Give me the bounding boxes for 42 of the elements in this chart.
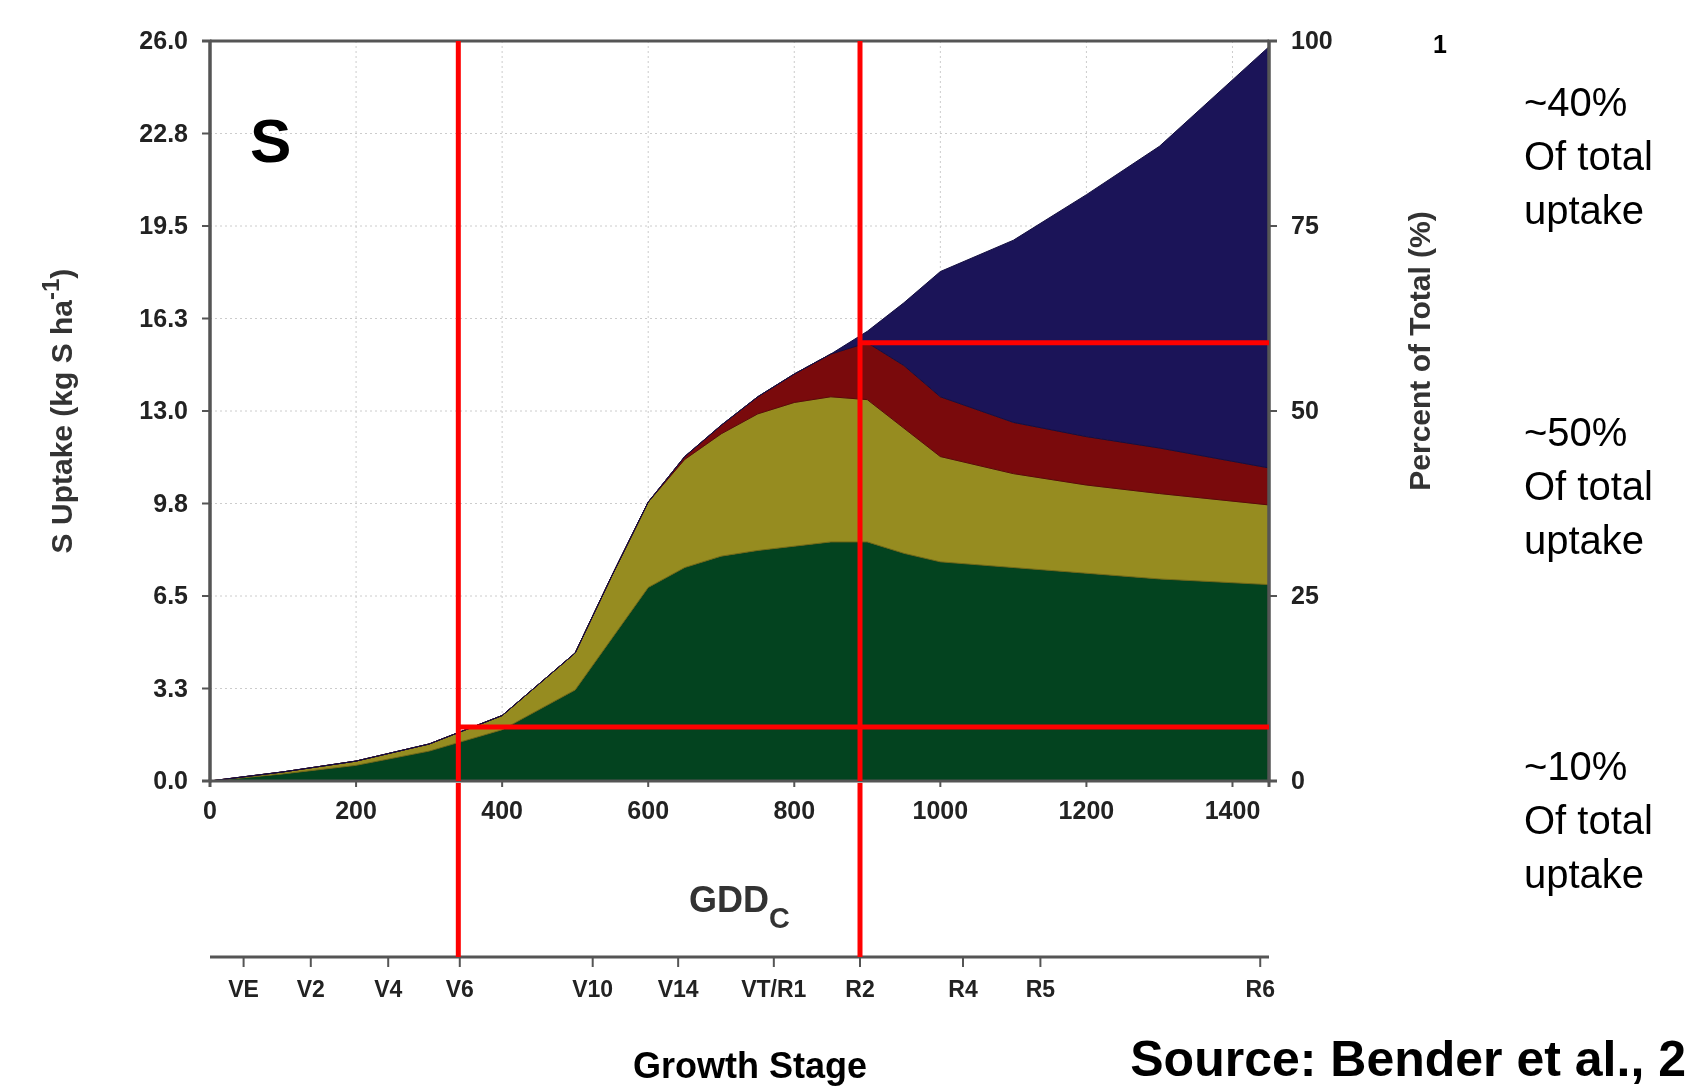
x-tick-label: 400 [481,795,523,824]
y-tick-label: 6.5 [153,581,189,609]
text: V2 [296,976,325,1002]
y-tick-label: 0.0 [153,766,188,794]
text: 1 [1433,30,1448,58]
y2-tick-label: 25 [1291,581,1319,609]
text: ~50% Of total uptake [1524,410,1653,562]
y2-tick-label: 75 [1291,211,1319,239]
text: V14 [657,976,699,1002]
text: R2 [845,976,875,1002]
x-tick-label: 200 [335,795,377,824]
x-tick-label: 1400 [1204,795,1261,824]
text: V4 [374,976,403,1002]
text: VE [228,976,259,1002]
source-note: Source: Bender et al., 2 [1130,1031,1686,1087]
y-tick-label: 9.8 [153,488,189,517]
text: V6 [445,976,474,1002]
text: R5 [1025,976,1056,1002]
text: R6 [1245,976,1275,1002]
text: Growth Stage [632,1045,868,1086]
y2-axis-title: Percent of Total (%) [1403,211,1436,491]
y-tick-label: 16.3 [139,303,188,332]
y2-tick-label: 50 [1291,396,1319,424]
annotation: S [250,106,292,175]
y-tick-label: 26.0 [139,26,188,54]
text: ~10% Of total uptake [1524,744,1653,896]
text: VT/R1 [741,976,807,1002]
x-tick-label: 600 [627,795,670,824]
x-tick-label: 1200 [1058,795,1115,824]
x-tick-label: 0 [203,795,217,824]
x-tick-label: 1000 [912,795,969,824]
text: ~40% Of total uptake [1524,80,1653,232]
y-tick-label: 22.8 [139,118,189,147]
text: V10 [572,976,614,1002]
y-tick-label: 13.0 [139,396,188,424]
x-axis-title: GDD$_{C}$ [689,879,791,934]
y2-tick-label: 0 [1291,766,1305,794]
y2-tick-label: 100 [1291,26,1333,54]
x-tick-label: 800 [773,795,816,824]
text: R4 [948,976,978,1002]
y-tick-label: 19.5 [139,211,189,239]
y-tick-label: 3.3 [153,673,188,702]
